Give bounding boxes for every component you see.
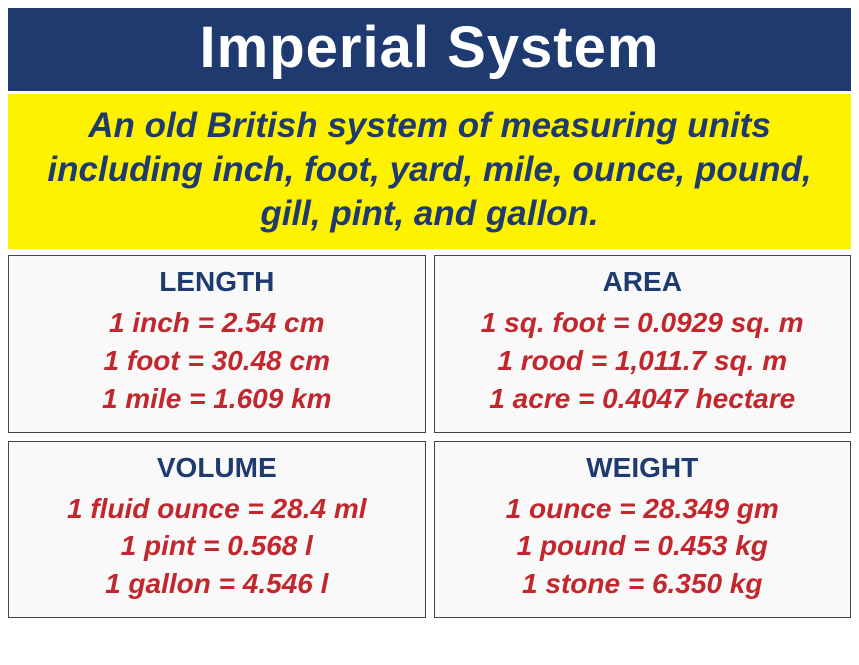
cell-line: 1 mile = 1.609 km: [15, 380, 419, 418]
cell-heading: VOLUME: [15, 452, 419, 484]
cell-line: 1 stone = 6.350 kg: [441, 565, 845, 603]
cell-line: 1 acre = 0.4047 hectare: [441, 380, 845, 418]
cell-line: 1 inch = 2.54 cm: [15, 304, 419, 342]
cell-heading: WEIGHT: [441, 452, 845, 484]
cell-line: 1 gallon = 4.546 l: [15, 565, 419, 603]
conversion-grid: LENGTH 1 inch = 2.54 cm 1 foot = 30.48 c…: [8, 255, 851, 618]
cell-line: 1 pound = 0.453 kg: [441, 527, 845, 565]
cell-length: LENGTH 1 inch = 2.54 cm 1 foot = 30.48 c…: [8, 255, 426, 432]
cell-area: AREA 1 sq. foot = 0.0929 sq. m 1 rood = …: [434, 255, 852, 432]
cell-line: 1 foot = 30.48 cm: [15, 342, 419, 380]
cell-line: 1 pint = 0.568 l: [15, 527, 419, 565]
cell-line: 1 sq. foot = 0.0929 sq. m: [441, 304, 845, 342]
cell-line: 1 ounce = 28.349 gm: [441, 490, 845, 528]
cell-line: 1 rood = 1,011.7 sq. m: [441, 342, 845, 380]
cell-line: 1 fluid ounce = 28.4 ml: [15, 490, 419, 528]
cell-weight: WEIGHT 1 ounce = 28.349 gm 1 pound = 0.4…: [434, 441, 852, 618]
description-banner: An old British system of measuring units…: [8, 94, 851, 249]
title-banner: Imperial System: [8, 8, 851, 91]
cell-heading: LENGTH: [15, 266, 419, 298]
cell-heading: AREA: [441, 266, 845, 298]
cell-volume: VOLUME 1 fluid ounce = 28.4 ml 1 pint = …: [8, 441, 426, 618]
